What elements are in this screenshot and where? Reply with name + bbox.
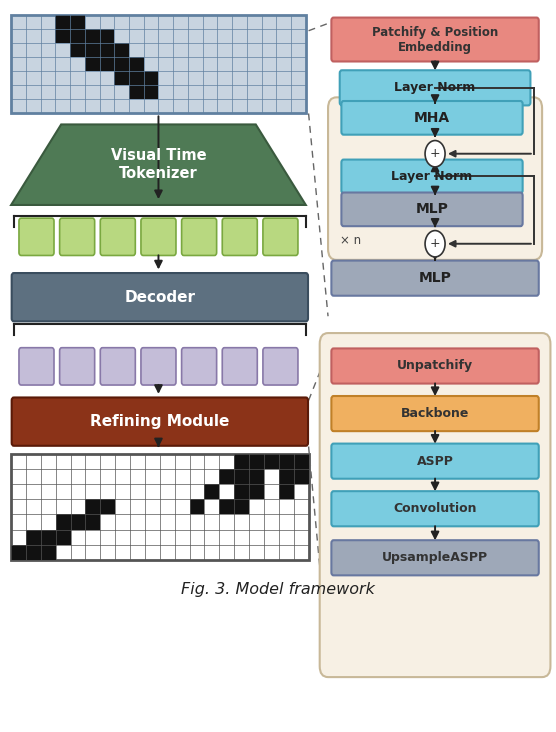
- FancyBboxPatch shape: [331, 491, 539, 526]
- Bar: [279, 454, 294, 469]
- Bar: [190, 499, 205, 515]
- Bar: [85, 43, 100, 57]
- FancyBboxPatch shape: [331, 540, 539, 575]
- Bar: [100, 29, 115, 43]
- Text: Layer Norm: Layer Norm: [394, 81, 476, 94]
- Bar: [234, 499, 249, 515]
- Bar: [234, 454, 249, 469]
- FancyBboxPatch shape: [59, 218, 95, 255]
- Text: Backbone: Backbone: [401, 407, 469, 420]
- Text: MLP: MLP: [419, 271, 451, 285]
- Bar: [143, 71, 158, 85]
- Bar: [234, 469, 249, 484]
- Bar: [249, 484, 264, 499]
- FancyBboxPatch shape: [100, 348, 135, 385]
- Bar: [143, 85, 158, 100]
- Bar: [85, 57, 100, 71]
- Bar: [220, 469, 234, 484]
- Bar: [100, 43, 115, 57]
- FancyBboxPatch shape: [341, 101, 523, 135]
- Circle shape: [425, 141, 445, 167]
- FancyBboxPatch shape: [59, 348, 95, 385]
- Bar: [11, 15, 306, 113]
- Circle shape: [425, 231, 445, 257]
- Bar: [41, 545, 56, 560]
- Bar: [56, 15, 70, 29]
- Text: Visual Time
Tokenizer: Visual Time Tokenizer: [111, 149, 206, 181]
- Bar: [11, 545, 26, 560]
- Bar: [56, 515, 71, 530]
- Text: Fig. 3. Model framework: Fig. 3. Model framework: [181, 582, 375, 597]
- FancyBboxPatch shape: [263, 348, 298, 385]
- Text: MHA: MHA: [414, 111, 450, 125]
- Text: ASPP: ASPP: [416, 455, 454, 468]
- Bar: [129, 71, 144, 85]
- Text: UpsampleASPP: UpsampleASPP: [382, 551, 488, 564]
- FancyBboxPatch shape: [12, 397, 308, 446]
- Text: Unpatchify: Unpatchify: [397, 359, 473, 373]
- Bar: [100, 57, 115, 71]
- Bar: [279, 469, 294, 484]
- FancyBboxPatch shape: [341, 193, 523, 226]
- Bar: [11, 454, 309, 560]
- FancyBboxPatch shape: [328, 97, 542, 260]
- FancyBboxPatch shape: [341, 160, 523, 193]
- Bar: [294, 454, 309, 469]
- FancyBboxPatch shape: [320, 333, 550, 677]
- Text: Convolution: Convolution: [393, 502, 477, 515]
- Bar: [205, 484, 220, 499]
- Bar: [234, 484, 249, 499]
- FancyBboxPatch shape: [331, 18, 539, 61]
- Bar: [101, 499, 115, 515]
- FancyBboxPatch shape: [222, 348, 257, 385]
- FancyBboxPatch shape: [182, 348, 217, 385]
- FancyBboxPatch shape: [19, 348, 54, 385]
- FancyBboxPatch shape: [331, 348, 539, 384]
- FancyBboxPatch shape: [263, 218, 298, 255]
- FancyBboxPatch shape: [100, 218, 135, 255]
- Bar: [294, 469, 309, 484]
- Bar: [71, 515, 86, 530]
- Bar: [56, 530, 71, 545]
- Bar: [115, 43, 129, 57]
- Bar: [70, 15, 85, 29]
- Text: Layer Norm: Layer Norm: [391, 170, 473, 183]
- Bar: [115, 71, 129, 85]
- Bar: [249, 454, 264, 469]
- FancyBboxPatch shape: [331, 396, 539, 431]
- FancyBboxPatch shape: [12, 273, 308, 321]
- Bar: [26, 545, 41, 560]
- FancyBboxPatch shape: [340, 70, 530, 105]
- Bar: [129, 57, 144, 71]
- Bar: [70, 43, 85, 57]
- Text: Patchify & Position
Embedding: Patchify & Position Embedding: [372, 26, 498, 53]
- FancyBboxPatch shape: [222, 218, 257, 255]
- Text: MLP: MLP: [415, 202, 449, 217]
- Text: Decoder: Decoder: [125, 290, 195, 305]
- Bar: [41, 530, 56, 545]
- FancyBboxPatch shape: [141, 348, 176, 385]
- Polygon shape: [11, 124, 306, 205]
- Bar: [129, 85, 144, 100]
- Bar: [86, 515, 101, 530]
- Text: +: +: [430, 147, 440, 160]
- Text: +: +: [430, 237, 440, 250]
- FancyBboxPatch shape: [141, 218, 176, 255]
- Text: Refining Module: Refining Module: [90, 414, 230, 429]
- Bar: [56, 29, 70, 43]
- Bar: [85, 29, 100, 43]
- Bar: [70, 29, 85, 43]
- Bar: [115, 57, 129, 71]
- Bar: [249, 469, 264, 484]
- Text: × n: × n: [340, 234, 361, 247]
- Bar: [220, 499, 234, 515]
- FancyBboxPatch shape: [331, 444, 539, 479]
- Bar: [86, 499, 101, 515]
- FancyBboxPatch shape: [182, 218, 217, 255]
- Bar: [26, 530, 41, 545]
- Bar: [264, 454, 279, 469]
- FancyBboxPatch shape: [331, 261, 539, 296]
- FancyBboxPatch shape: [19, 218, 54, 255]
- Bar: [279, 484, 294, 499]
